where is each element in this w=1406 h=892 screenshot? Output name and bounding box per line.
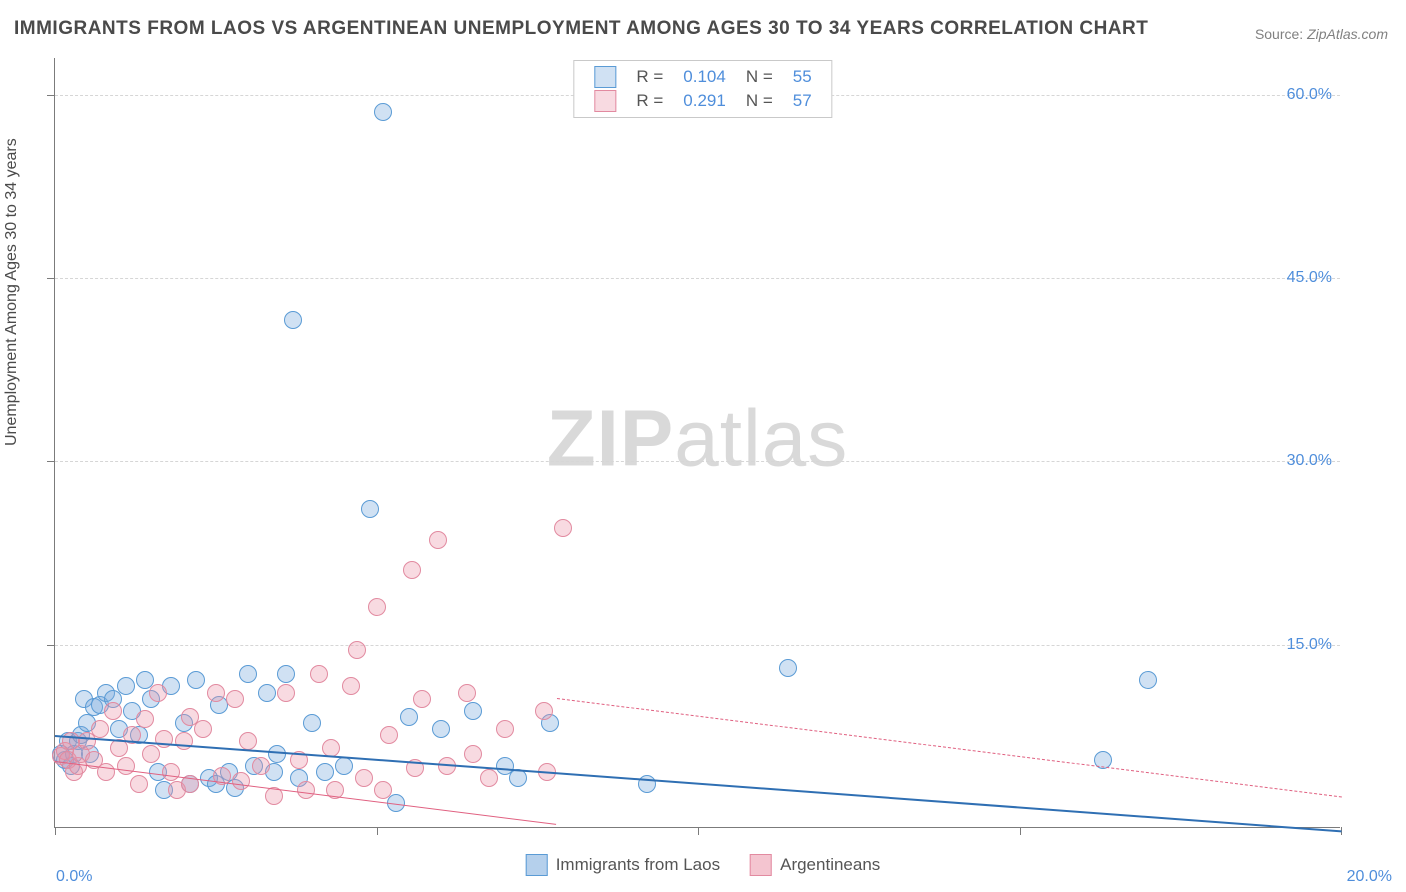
data-point (104, 702, 122, 720)
data-point (779, 659, 797, 677)
n-label: N = (746, 67, 773, 86)
x-tick-mark (1020, 827, 1021, 835)
legend-label: Argentineans (780, 855, 880, 875)
y-tick-mark (47, 645, 55, 646)
data-point (1139, 671, 1157, 689)
r-value: 0.291 (673, 89, 736, 113)
chart-title: IMMIGRANTS FROM LAOS VS ARGENTINEAN UNEM… (14, 18, 1148, 40)
grid-line (55, 461, 1340, 462)
r-label: R = (636, 67, 663, 86)
data-point (117, 757, 135, 775)
data-point (207, 684, 225, 702)
data-point (284, 311, 302, 329)
stats-row: R = 0.291 N = 57 (584, 89, 821, 113)
data-point (310, 665, 328, 683)
chart-container: IMMIGRANTS FROM LAOS VS ARGENTINEAN UNEM… (0, 0, 1406, 892)
correlation-stats-box: R = 0.104 N = 55 R = 0.291 N = 57 (573, 60, 832, 118)
n-label: N = (746, 91, 773, 110)
data-point (348, 641, 366, 659)
data-point (91, 720, 109, 738)
source-value: ZipAtlas.com (1307, 26, 1388, 42)
legend-item: Argentineans (750, 854, 880, 876)
data-point (432, 720, 450, 738)
y-tick-label: 45.0% (1287, 269, 1332, 287)
grid-line (55, 278, 1340, 279)
data-point (361, 500, 379, 518)
legend-swatch (750, 854, 772, 876)
data-point (130, 775, 148, 793)
x-tick-mark (698, 827, 699, 835)
data-point (480, 769, 498, 787)
data-point (554, 519, 572, 537)
plot-area: ZIPatlas 15.0% 30.0% 45.0% 60.0% (54, 58, 1340, 828)
data-point (374, 103, 392, 121)
data-point (226, 690, 244, 708)
data-point (496, 720, 514, 738)
data-point (142, 745, 160, 763)
trend-line (55, 761, 557, 825)
r-value: 0.104 (673, 65, 736, 89)
watermark-rest: atlas (674, 393, 848, 482)
stats-row: R = 0.104 N = 55 (584, 65, 821, 89)
y-tick-label: 30.0% (1287, 452, 1332, 470)
data-point (252, 757, 270, 775)
legend-item: Immigrants from Laos (526, 854, 720, 876)
source-label: Source: (1255, 26, 1303, 42)
data-point (297, 781, 315, 799)
data-point (194, 720, 212, 738)
data-point (136, 710, 154, 728)
n-value: 55 (783, 65, 822, 89)
data-point (403, 561, 421, 579)
data-point (535, 702, 553, 720)
data-point (258, 684, 276, 702)
data-point (232, 772, 250, 790)
data-point (335, 757, 353, 775)
data-point (277, 684, 295, 702)
y-tick-mark (47, 278, 55, 279)
data-point (413, 690, 431, 708)
y-tick-label: 60.0% (1287, 86, 1332, 104)
data-point (277, 665, 295, 683)
data-point (149, 684, 167, 702)
data-point (400, 708, 418, 726)
x-tick-label: 0.0% (56, 868, 92, 886)
data-point (162, 763, 180, 781)
data-point (429, 531, 447, 549)
x-tick-mark (377, 827, 378, 835)
x-tick-label: 20.0% (1347, 868, 1392, 886)
x-tick-mark (55, 827, 56, 835)
data-point (316, 763, 334, 781)
y-tick-mark (47, 95, 55, 96)
watermark: ZIPatlas (547, 392, 848, 484)
series-swatch (594, 90, 616, 112)
data-point (342, 677, 360, 695)
data-point (303, 714, 321, 732)
n-value: 57 (783, 89, 822, 113)
data-point (374, 781, 392, 799)
data-point (368, 598, 386, 616)
source-attribution: Source: ZipAtlas.com (1255, 26, 1388, 42)
data-point (187, 671, 205, 689)
legend-label: Immigrants from Laos (556, 855, 720, 875)
data-point (239, 665, 257, 683)
data-point (175, 732, 193, 750)
r-label: R = (636, 91, 663, 110)
y-tick-mark (47, 461, 55, 462)
legend-swatch (526, 854, 548, 876)
legend: Immigrants from Laos Argentineans (518, 854, 889, 876)
y-axis-label: Unemployment Among Ages 30 to 34 years (3, 138, 21, 446)
x-tick-mark (1341, 827, 1342, 835)
data-point (458, 684, 476, 702)
series-swatch (594, 66, 616, 88)
data-point (117, 677, 135, 695)
data-point (464, 702, 482, 720)
grid-line (55, 645, 1340, 646)
data-point (380, 726, 398, 744)
watermark-bold: ZIP (547, 393, 674, 482)
y-tick-label: 15.0% (1287, 636, 1332, 654)
data-point (464, 745, 482, 763)
data-point (355, 769, 373, 787)
data-point (239, 732, 257, 750)
data-point (322, 739, 340, 757)
